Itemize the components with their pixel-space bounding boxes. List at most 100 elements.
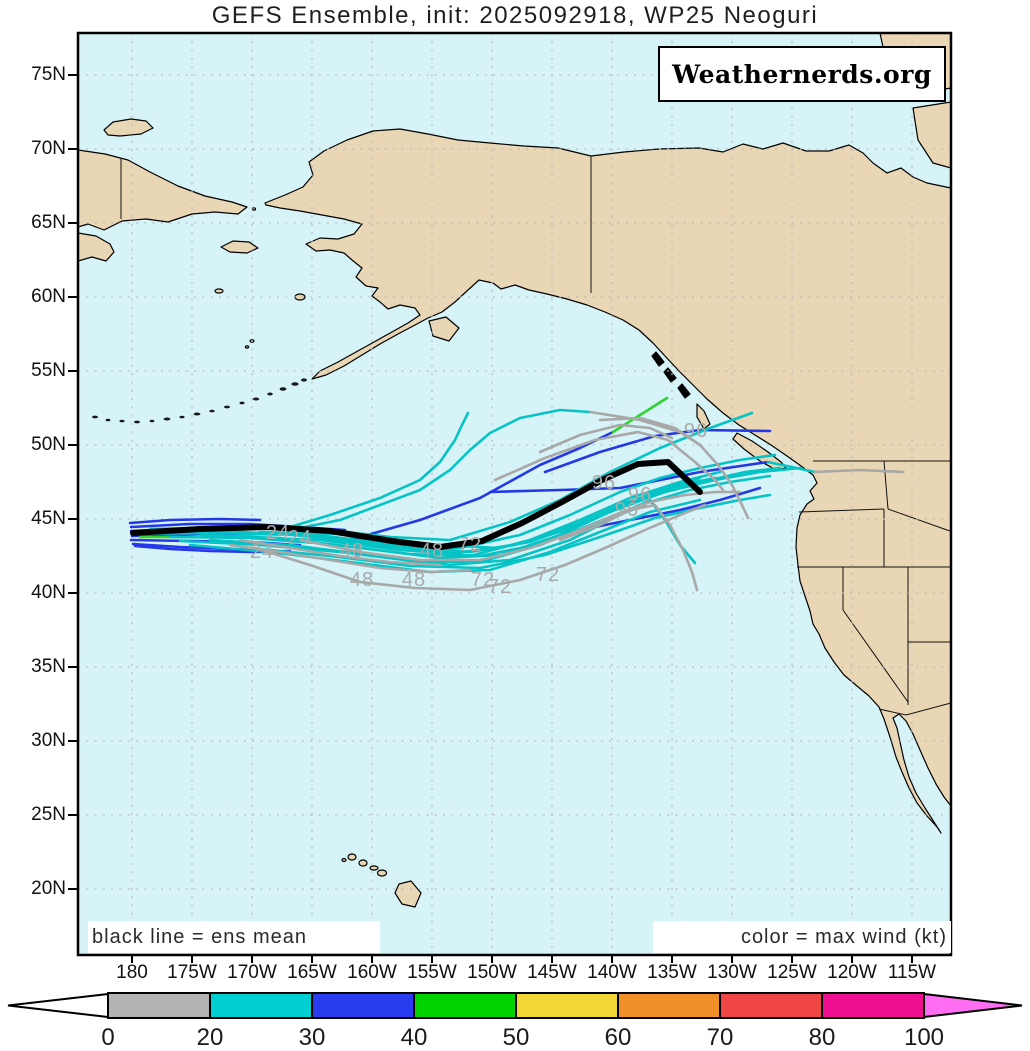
lat-label-25N: 25N	[31, 804, 66, 825]
hour-label-24: 24	[266, 522, 290, 544]
colorbar-segment	[719, 992, 823, 1019]
colorbar-segment	[311, 992, 415, 1019]
colorbar-right-arrow	[923, 992, 1023, 1019]
land-haida-gwaii	[696, 403, 711, 430]
lat-label-40N: 40N	[31, 582, 66, 603]
colorbar-label-0: 0	[101, 1024, 114, 1051]
lon-label-165W: 165W	[287, 962, 337, 983]
lat-label-30N: 30N	[31, 730, 66, 751]
colorbar-segment	[617, 992, 721, 1019]
lat-tick	[68, 296, 78, 298]
ensemble-track-gray	[538, 423, 674, 454]
lon-tick	[551, 955, 553, 963]
hour-label-72: 72	[471, 569, 495, 591]
hour-label-48: 48	[420, 540, 444, 562]
ensemble-track-gray	[598, 416, 750, 520]
ensemble-track-cyan	[766, 460, 817, 474]
colorbar-left-arrow	[7, 992, 109, 1019]
ensemble-track-cyan	[248, 493, 772, 570]
land-st-lawrence-island	[220, 240, 259, 254]
lat-label-65N: 65N	[31, 212, 66, 233]
lon-tick	[911, 955, 913, 963]
lon-tick	[671, 955, 673, 963]
hour-label-48: 48	[340, 540, 364, 562]
ensemble-track-gray	[228, 543, 472, 574]
colorbar-label-60: 60	[605, 1024, 632, 1051]
lon-tick	[251, 955, 253, 963]
lat-tick	[68, 814, 78, 816]
lat-tick	[68, 370, 78, 372]
hour-label-96: 96	[615, 499, 639, 521]
lat-tick	[68, 888, 78, 890]
colorbar-segment	[515, 992, 619, 1019]
lon-label-125W: 125W	[767, 962, 817, 983]
lat-tick	[68, 518, 78, 520]
land-chukotka-south	[78, 232, 115, 262]
ensemble-track-cyan	[278, 411, 470, 532]
hour-label-48: 48	[402, 569, 426, 591]
lat-label-70N: 70N	[31, 138, 66, 159]
colorbar-label-20: 20	[197, 1024, 224, 1051]
lon-label-145W: 145W	[527, 962, 577, 983]
lon-label-150W: 150W	[467, 962, 517, 983]
lon-tick	[191, 955, 193, 963]
hour-label-96: 96	[628, 484, 652, 506]
ensemble-mean-track	[130, 459, 703, 550]
hour-label-72: 72	[458, 534, 482, 556]
colorbar-label-30: 30	[299, 1024, 326, 1051]
lat-tick	[68, 740, 78, 742]
lon-tick	[371, 955, 373, 963]
ensemble-track-gray	[558, 503, 699, 592]
lat-label-60N: 60N	[31, 286, 66, 307]
hour-label-96: 96	[592, 472, 616, 494]
ensemble-track-blue	[348, 430, 615, 542]
lon-label-170W: 170W	[227, 962, 277, 983]
aleutian-islands	[92, 378, 307, 424]
land-wrangel-island	[103, 118, 154, 137]
hour-label-24: 24	[288, 527, 312, 549]
lon-label-175W: 175W	[167, 962, 217, 983]
land-pribilof-2	[244, 345, 250, 349]
lon-label-140W: 140W	[587, 962, 637, 983]
lon-tick	[731, 955, 733, 963]
lat-label-50N: 50N	[31, 434, 66, 455]
land-chukotka	[78, 149, 248, 231]
lat-tick	[68, 592, 78, 594]
lon-label-180: 180	[116, 962, 148, 983]
hour-label-96: 96	[684, 420, 708, 442]
map-frame	[76, 31, 953, 957]
watermark-box: Weathernerds.org	[658, 46, 946, 102]
land-molokai	[369, 865, 379, 871]
lat-label-35N: 35N	[31, 656, 66, 677]
ensemble-track-gray	[813, 468, 905, 474]
ensemble-track-blue	[578, 486, 762, 532]
colorbar-segment	[107, 992, 211, 1019]
lon-tick	[491, 955, 493, 963]
page-title: GEFS Ensemble, init: 2025092918, WP25 Ne…	[211, 2, 819, 29]
land-diomede	[251, 207, 257, 211]
lon-tick	[791, 955, 793, 963]
lat-label-75N: 75N	[31, 64, 66, 85]
lon-label-160W: 160W	[347, 962, 397, 983]
colorbar-label-70: 70	[707, 1024, 734, 1051]
ensemble-track-gray	[253, 503, 707, 592]
land-maui	[376, 869, 388, 877]
land-kauai	[347, 853, 357, 861]
lon-label-135W: 135W	[647, 962, 697, 983]
lon-label-130W: 130W	[707, 962, 757, 983]
ensemble-track-blue	[128, 517, 262, 525]
colorbar-segment	[821, 992, 925, 1019]
hour-label-24: 24	[250, 541, 274, 563]
land-north-america	[264, 128, 951, 834]
hour-label-72: 72	[488, 576, 512, 598]
colorbar-label-100: 100	[904, 1024, 944, 1051]
ensemble-track-gray	[238, 538, 442, 567]
lon-label-120W: 120W	[827, 962, 877, 983]
lat-tick	[68, 74, 78, 76]
land-oahu	[358, 859, 368, 867]
lat-tick	[68, 148, 78, 150]
ensemble-track-gray	[493, 430, 725, 492]
colorbar-label-40: 40	[401, 1024, 428, 1051]
